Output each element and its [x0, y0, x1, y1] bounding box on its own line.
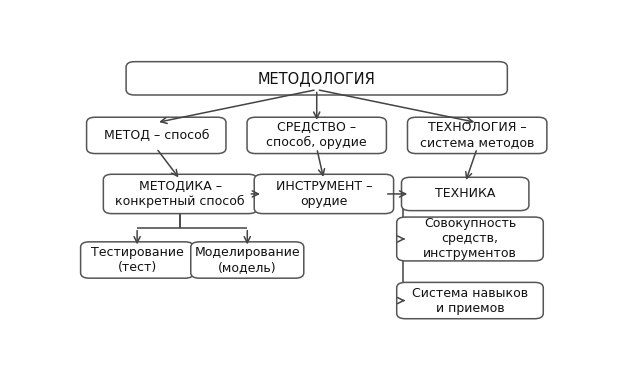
Text: Совокупность
средств,
инструментов: Совокупность средств, инструментов [423, 218, 517, 261]
FancyBboxPatch shape [402, 177, 529, 211]
Text: ИНСТРУМЕНТ –
орудие: ИНСТРУМЕНТ – орудие [276, 180, 372, 208]
Text: ТЕХНОЛОГИЯ –
система методов: ТЕХНОЛОГИЯ – система методов [420, 121, 535, 149]
FancyBboxPatch shape [87, 117, 226, 154]
Text: ТЕХНИКА: ТЕХНИКА [435, 188, 496, 200]
FancyBboxPatch shape [397, 282, 543, 319]
FancyBboxPatch shape [247, 117, 386, 154]
Text: МЕТОДИКА –
конкретный способ: МЕТОДИКА – конкретный способ [116, 180, 245, 208]
Text: Тестирование
(тест): Тестирование (тест) [91, 246, 184, 274]
Text: Моделирование
(модель): Моделирование (модель) [195, 246, 300, 274]
FancyBboxPatch shape [126, 62, 507, 95]
FancyBboxPatch shape [397, 217, 543, 261]
Text: МЕТОДОЛОГИЯ: МЕТОДОЛОГИЯ [258, 71, 376, 86]
FancyBboxPatch shape [407, 117, 547, 154]
Text: Система навыков
и приемов: Система навыков и приемов [412, 287, 528, 315]
Text: СРЕДСТВО –
способ, орудие: СРЕДСТВО – способ, орудие [266, 121, 367, 149]
FancyBboxPatch shape [254, 174, 394, 214]
FancyBboxPatch shape [80, 242, 193, 278]
FancyBboxPatch shape [191, 242, 304, 278]
Text: МЕТОД – способ: МЕТОД – способ [104, 129, 209, 142]
FancyBboxPatch shape [103, 174, 257, 214]
